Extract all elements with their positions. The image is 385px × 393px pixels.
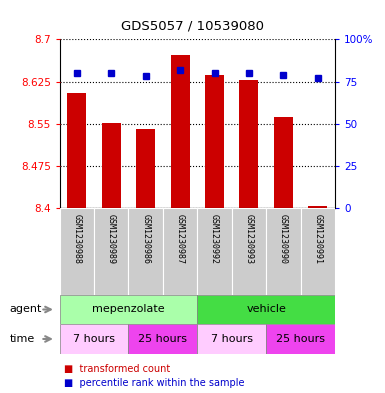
Bar	[102, 123, 121, 208]
Bar	[94, 208, 129, 295]
Text: GSM1230986: GSM1230986	[141, 214, 150, 264]
Bar	[197, 295, 335, 324]
Bar	[266, 324, 335, 354]
Bar	[197, 324, 266, 354]
Bar	[301, 208, 335, 295]
Bar	[197, 208, 232, 295]
Text: vehicle: vehicle	[246, 305, 286, 314]
Text: GSM1230987: GSM1230987	[176, 214, 185, 264]
Bar	[171, 55, 189, 208]
Bar	[266, 208, 301, 295]
Bar	[60, 324, 129, 354]
Text: 7 hours: 7 hours	[211, 334, 253, 344]
Text: 7 hours: 7 hours	[73, 334, 115, 344]
Text: agent: agent	[10, 305, 42, 314]
Bar	[163, 208, 197, 295]
Bar	[239, 80, 258, 208]
Text: ■  transformed count: ■ transformed count	[64, 364, 170, 375]
Text: GSM1230990: GSM1230990	[279, 214, 288, 264]
Text: 25 hours: 25 hours	[276, 334, 325, 344]
Bar	[136, 129, 155, 208]
Bar	[67, 93, 86, 208]
Bar	[129, 324, 197, 354]
Bar	[232, 208, 266, 295]
Bar	[60, 295, 197, 324]
Text: GSM1230992: GSM1230992	[210, 214, 219, 264]
Bar	[60, 208, 94, 295]
Text: GDS5057 / 10539080: GDS5057 / 10539080	[121, 20, 264, 33]
Bar	[129, 208, 163, 295]
Text: GSM1230993: GSM1230993	[244, 214, 253, 264]
Text: GSM1230988: GSM1230988	[72, 214, 81, 264]
Bar	[205, 75, 224, 208]
Text: mepenzolate: mepenzolate	[92, 305, 165, 314]
Text: GSM1230991: GSM1230991	[313, 214, 322, 264]
Text: ■  percentile rank within the sample: ■ percentile rank within the sample	[64, 378, 244, 388]
Bar	[274, 117, 293, 208]
Text: time: time	[10, 334, 35, 344]
Text: 25 hours: 25 hours	[138, 334, 187, 344]
Text: GSM1230989: GSM1230989	[107, 214, 116, 264]
Bar	[308, 206, 327, 208]
